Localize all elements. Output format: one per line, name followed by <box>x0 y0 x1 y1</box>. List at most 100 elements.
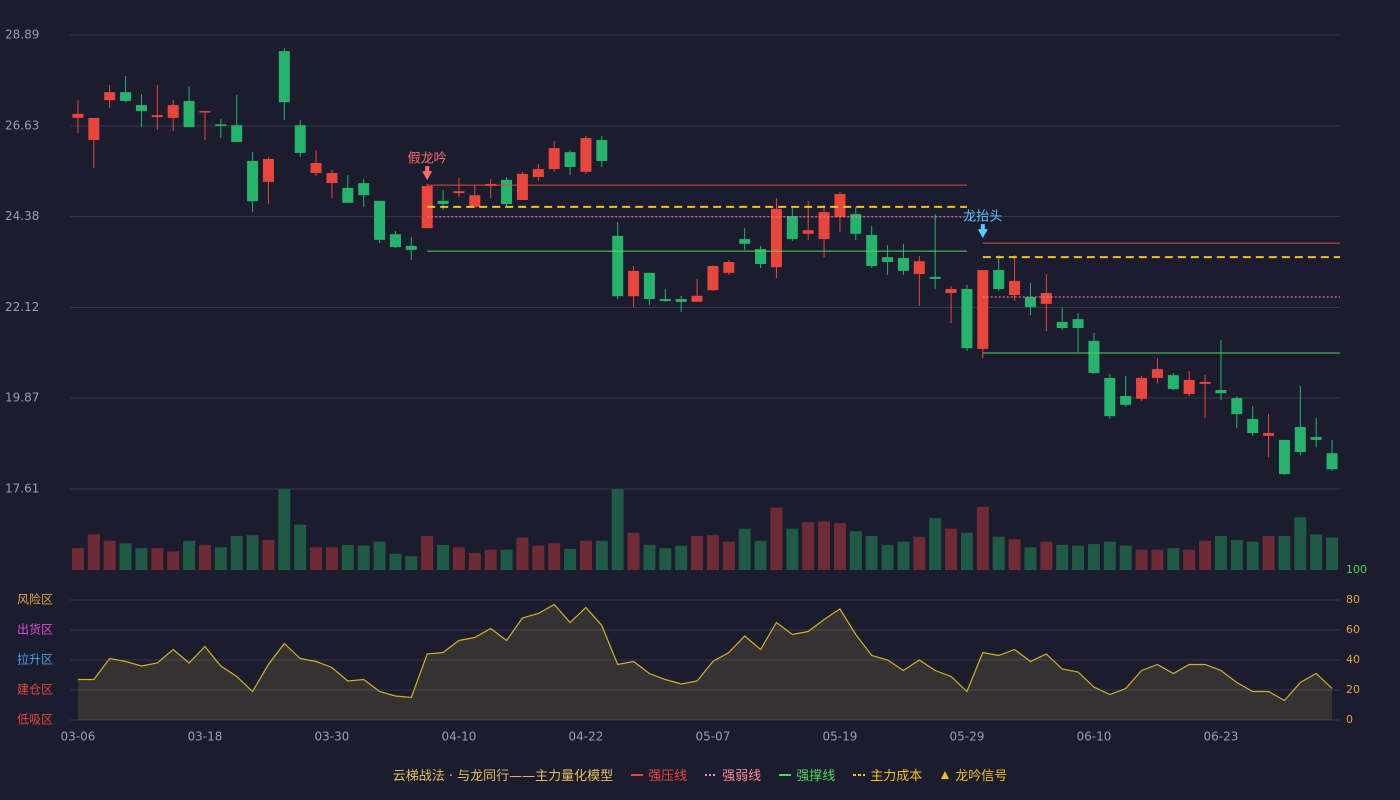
candle-body <box>1040 292 1052 304</box>
candle-body <box>262 158 274 182</box>
candle-body <box>88 117 100 141</box>
volume-bar <box>405 556 418 570</box>
signal-arrow <box>977 224 988 239</box>
candle-body <box>501 179 513 205</box>
candle-body <box>167 105 179 118</box>
legend-label: 强撑线 <box>796 769 836 784</box>
candle-body <box>310 162 322 174</box>
candle-body <box>120 92 132 102</box>
candle-body <box>1247 418 1259 434</box>
volume-bar <box>786 528 799 570</box>
candle-body <box>1088 340 1100 374</box>
volume-bar <box>611 489 624 570</box>
volume-bar <box>214 547 227 570</box>
y-tick-label: 22.12 <box>5 300 39 314</box>
candle-body <box>1231 398 1243 415</box>
legend-label: 龙吟信号 <box>955 769 1008 784</box>
candle-body <box>929 276 941 279</box>
candle-body <box>516 173 528 201</box>
volume-bar <box>1103 541 1116 570</box>
candle-body <box>1326 453 1338 470</box>
volume-bar <box>913 536 926 570</box>
volume-bar <box>1135 549 1148 570</box>
candle-body <box>707 266 719 291</box>
candle-body <box>643 272 655 300</box>
candle-body <box>913 261 925 275</box>
x-tick-label: 06-10 <box>1077 730 1112 744</box>
legend: 云梯战法 · 与龙同行——主力量化模型 强压线 强弱线 强撑线 主力成本 龙吟信号 <box>0 765 1400 784</box>
candle-body <box>342 187 354 203</box>
legend-swatch <box>631 773 644 776</box>
volume-bar <box>262 540 275 570</box>
candle-body <box>564 152 576 168</box>
candle-body <box>437 200 449 205</box>
zone-label: 拉升区 <box>17 652 53 667</box>
zone-label: 建仓区 <box>17 683 53 697</box>
y-tick-label: 28.89 <box>5 28 39 42</box>
volume-bar <box>897 541 910 570</box>
candle-body <box>1310 437 1322 440</box>
candle-body <box>628 270 640 297</box>
candle-body <box>675 299 687 302</box>
volume-bar <box>310 547 323 570</box>
candle-body <box>405 245 417 250</box>
candle-body <box>1278 439 1290 475</box>
legend-swatch <box>779 773 792 776</box>
volume-bar <box>532 545 545 570</box>
x-tick-label: 05-07 <box>696 730 731 744</box>
volume-bar <box>1310 534 1323 570</box>
y-tick-label: 0 <box>1346 713 1353 726</box>
volume-bar <box>881 544 894 570</box>
volume-bar <box>357 545 370 570</box>
candle-body <box>1151 369 1163 378</box>
candle-body <box>612 235 624 297</box>
volume-bar <box>468 552 481 570</box>
volume-bar <box>802 522 815 570</box>
volume-bar <box>992 536 1005 570</box>
volume-bar <box>246 535 259 570</box>
volume-bar <box>595 540 608 570</box>
volume-bar <box>500 549 513 570</box>
x-tick-label: 03-18 <box>188 730 223 744</box>
candle-body <box>596 140 608 161</box>
y-tick-label: 100 <box>1346 563 1367 576</box>
candle-body <box>866 235 878 267</box>
candle-body <box>1120 396 1132 405</box>
volume-bar <box>1167 548 1180 570</box>
volume-bar <box>945 528 958 570</box>
candle-body <box>1136 377 1148 399</box>
volume-bar <box>738 528 751 570</box>
volume-bar <box>1072 545 1085 570</box>
volume-bar <box>1119 545 1132 570</box>
zone-label: 低吸区 <box>17 713 53 727</box>
volume-bar <box>1294 517 1307 570</box>
y-tick-label: 26.63 <box>5 118 39 132</box>
candle-body <box>1024 297 1036 308</box>
y-tick-label: 20 <box>1346 683 1360 696</box>
volume-bar <box>1246 541 1259 570</box>
candle-body <box>945 288 957 293</box>
volume-bar <box>294 524 307 570</box>
candle-body <box>1183 379 1195 395</box>
legend-item: 龙吟信号 <box>940 765 1007 784</box>
volume-bar <box>151 548 164 570</box>
volume-bar <box>1183 549 1196 570</box>
volume-bar <box>1056 544 1069 570</box>
volume-bar <box>548 543 561 570</box>
candle-body <box>961 288 973 349</box>
volume-bar <box>849 531 862 570</box>
candle-body <box>199 111 211 113</box>
signal-label: 假龙吟 <box>408 151 447 167</box>
candle-body <box>548 148 560 170</box>
volume-bar <box>421 535 434 570</box>
area-line <box>77 603 1333 702</box>
legend-item: 强撑线 <box>779 765 835 784</box>
volume-bar <box>833 523 846 570</box>
volume-bar <box>643 544 656 570</box>
candle-body <box>1199 381 1211 384</box>
y-tick-label: 40 <box>1346 653 1360 666</box>
x-tick-label: 04-22 <box>569 730 604 744</box>
x-tick-label: 06-23 <box>1204 730 1239 744</box>
volume-bar <box>1326 537 1339 570</box>
volume-bar <box>1262 535 1275 570</box>
